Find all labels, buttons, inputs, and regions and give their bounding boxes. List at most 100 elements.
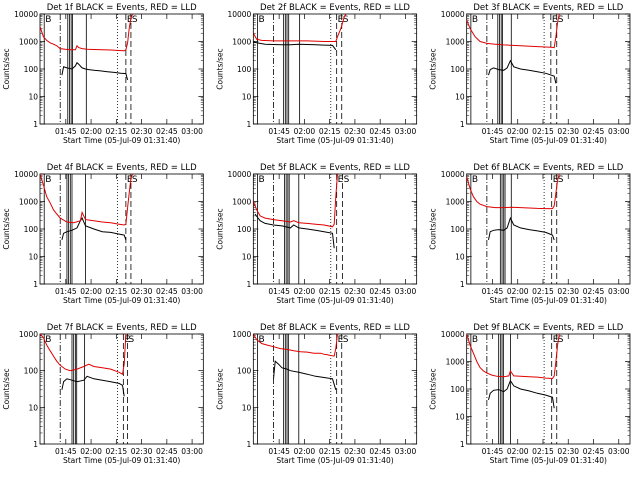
y-axis-label: Counts/sec [215, 48, 224, 89]
y-tick-label: 1000 [19, 330, 38, 339]
time-marker-label: S [129, 335, 135, 345]
y-tick-label: 1 [247, 120, 252, 129]
x-tick-label: 02:15 [106, 127, 128, 136]
panel-det-7: Det 7f BLACK = Events, RED = LLD 1 10 100 10… [2, 323, 204, 465]
panel-title: Det 4f BLACK = Events, RED = LLD [47, 163, 197, 173]
time-marker-label: S [558, 175, 564, 185]
y-tick-label: 1000 [232, 330, 251, 339]
time-marker-label: E [553, 335, 559, 345]
y-tick-label: 10000 [227, 10, 251, 19]
events-series-line [488, 216, 555, 241]
x-tick-label: 02:30 [344, 447, 366, 456]
x-tick-label: 02:30 [557, 447, 579, 456]
y-tick-label: 1000 [232, 38, 251, 47]
time-marker-label: S [558, 15, 564, 25]
x-tick-label: 02:45 [583, 447, 605, 456]
panel-title: Det 9f BLACK = Events, RED = LLD [473, 323, 623, 333]
x-tick-label: 02:45 [583, 287, 605, 296]
x-tick-label: 02:15 [319, 127, 341, 136]
y-tick-label: 100 [237, 225, 252, 234]
y-tick-label: 10 [242, 403, 252, 412]
x-tick-label: 03:00 [608, 447, 630, 456]
lld-series-line [466, 334, 560, 380]
time-marker-label: B [259, 335, 265, 345]
x-axis-label: Start Time (05-Jul-09 01:31:40) [490, 456, 607, 465]
x-tick-label: 02:15 [319, 287, 341, 296]
panel-det-4: Det 4f BLACK = Events, RED = LLD 1 10 100 10… [2, 163, 204, 305]
x-axis-label: Start Time (05-Jul-09 01:31:40) [490, 136, 607, 145]
x-axis-label: Start Time (05-Jul-09 01:31:40) [63, 136, 180, 145]
x-tick-label: 03:00 [608, 287, 630, 296]
x-tick-label: 02:30 [131, 287, 153, 296]
x-tick-label: 02:15 [532, 127, 554, 136]
x-tick-label: 02:30 [131, 127, 153, 136]
y-tick-label: 1 [33, 440, 38, 449]
x-tick-label: 01:45 [55, 127, 77, 136]
y-tick-label: 10 [28, 93, 38, 102]
y-tick-label: 1000 [446, 358, 465, 367]
x-tick-label: 02:45 [369, 127, 391, 136]
y-tick-label: 1000 [446, 198, 465, 207]
panel-title: Det 3f BLACK = Events, RED = LLD [473, 3, 623, 13]
x-tick-label: 02:45 [156, 287, 178, 296]
time-marker-label: B [472, 175, 478, 185]
time-marker-label: E [338, 335, 344, 345]
y-tick-label: 1000 [446, 38, 465, 47]
x-tick-label: 01:45 [268, 287, 290, 296]
lld-series-line [466, 174, 560, 210]
y-axis-label: Counts/sec [215, 368, 224, 409]
events-series-line [61, 61, 129, 81]
lld-series-line [253, 174, 338, 228]
time-marker-label: S [343, 335, 349, 345]
x-tick-label: 02:30 [557, 287, 579, 296]
events-series-line [61, 375, 125, 397]
time-marker-label: E [127, 15, 133, 25]
plot-frame [252, 13, 418, 125]
plot-frame [39, 173, 204, 285]
y-axis-label: Counts/sec [2, 368, 11, 409]
x-tick-label: 03:00 [181, 127, 203, 136]
y-tick-label: 100 [24, 225, 39, 234]
time-marker-label: S [344, 175, 350, 185]
y-axis-label: Counts/sec [429, 368, 438, 409]
time-marker-label: E [338, 175, 344, 185]
events-series-line [253, 41, 337, 51]
panel-title: Det 8f BLACK = Events, RED = LLD [260, 323, 410, 333]
plot-frame [466, 333, 631, 445]
x-tick-label: 02:45 [156, 447, 178, 456]
y-tick-label: 1 [247, 440, 252, 449]
time-marker-label: E [338, 15, 344, 25]
y-tick-label: 10000 [441, 170, 465, 179]
time-marker-label: B [259, 175, 265, 185]
panel-det-2: Det 2f BLACK = Events, RED = LLD 1 10 100 10… [215, 3, 418, 145]
x-tick-label: 01:45 [55, 287, 77, 296]
time-marker-label: B [472, 15, 478, 25]
x-tick-label: 02:00 [507, 127, 529, 136]
x-tick-label: 03:00 [181, 447, 203, 456]
y-tick-label: 10 [455, 253, 465, 262]
x-tick-label: 03:00 [395, 127, 417, 136]
panel-title: Det 1f BLACK = Events, RED = LLD [47, 3, 197, 13]
x-tick-label: 02:00 [507, 287, 529, 296]
x-tick-label: 02:00 [507, 447, 529, 456]
x-tick-label: 03:00 [395, 447, 417, 456]
time-marker-label: E [553, 175, 559, 185]
y-axis-label: Counts/sec [2, 48, 11, 89]
panel-det-9: Det 9f BLACK = Events, RED = LLD 1 10 100 10… [429, 323, 631, 465]
y-tick-label: 10 [455, 413, 465, 422]
events-series-line [61, 217, 127, 241]
x-tick-label: 02:45 [369, 287, 391, 296]
x-tick-label: 02:30 [344, 287, 366, 296]
time-marker-label: B [259, 15, 265, 25]
events-series-line [488, 59, 557, 84]
x-tick-label: 03:00 [181, 287, 203, 296]
y-tick-label: 10000 [441, 10, 465, 19]
plot-frame [39, 13, 204, 125]
x-tick-label: 03:00 [608, 127, 630, 136]
y-tick-label: 10000 [227, 170, 251, 179]
y-tick-label: 100 [237, 367, 252, 376]
y-tick-label: 1 [247, 280, 252, 289]
time-marker-label: S [343, 15, 349, 25]
x-tick-label: 02:15 [532, 447, 554, 456]
x-tick-label: 02:00 [80, 127, 102, 136]
